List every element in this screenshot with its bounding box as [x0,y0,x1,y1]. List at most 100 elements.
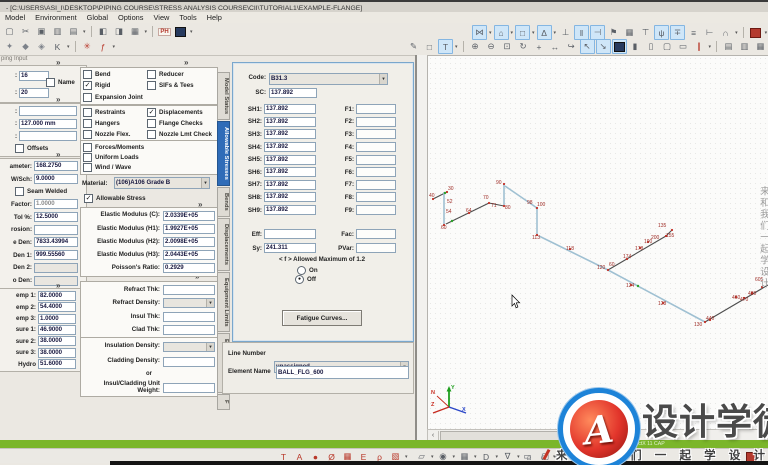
tab-allowable-stresses[interactable]: Allowable Stresses [217,121,230,186]
pipe-node[interactable] [664,234,668,238]
allowable-stress-checkbox[interactable]: ✓ [84,194,93,203]
pipe-segment[interactable] [445,202,490,225]
sh-field[interactable]: 137.892 [264,104,316,115]
pipe-node[interactable] [625,257,629,261]
field-input[interactable] [163,311,215,322]
wind-wave-checkbox[interactable] [83,163,92,173]
tab-bends[interactable]: Bends [217,186,230,217]
pipe-node[interactable] [703,320,707,324]
sh-field[interactable]: 137.892 [264,167,316,178]
volume-view-icon[interactable]: ◈ [34,39,49,54]
expand-chevron[interactable]: » [56,95,61,104]
dropdown-caret[interactable]: ▾ [517,453,520,460]
pipe-node[interactable] [646,240,650,244]
field-input[interactable]: ▾ [163,341,215,352]
field-input[interactable]: 12.5000 [34,212,78,223]
pipe-node[interactable] [734,295,738,299]
pipe-node[interactable] [750,291,754,295]
sy-field[interactable]: 241.311 [264,243,316,254]
field-input[interactable]: 1.0000 [34,199,78,210]
show-elements-icon[interactable]: E [356,449,371,464]
menu-environment[interactable]: Environment [35,13,77,22]
restraint-icon[interactable]: ∓ [670,25,686,40]
sh-field[interactable]: 137.892 [264,142,316,153]
pane-splitter[interactable] [415,55,417,440]
stress-plot-icon[interactable]: ✳ [80,39,95,54]
pipe-node[interactable] [742,296,746,300]
list-close-icon[interactable]: ◨ [112,24,127,39]
field-input[interactable]: 46.9000 [38,324,76,335]
pipe-node[interactable] [502,204,506,208]
dropdown-caret[interactable]: ▾ [455,43,458,50]
checkbox-cell[interactable]: Forces/Moments [83,142,147,152]
select-cursor-icon[interactable]: ↖ [579,39,595,54]
field-input[interactable] [163,284,215,295]
uniform-loads-checkbox[interactable] [83,152,92,162]
checkbox-cell[interactable]: Wind / Wave [83,163,147,173]
field-input[interactable]: 38.0000 [38,347,76,358]
dropdown-caret[interactable]: ▾ [112,43,116,50]
chevron-down-icon[interactable]: ▾ [206,342,214,351]
dropdown-caret[interactable]: ▾ [554,453,558,460]
anchor-icon[interactable]: ⊥ [558,25,573,40]
pipe-node[interactable] [535,233,539,237]
pipe-segment[interactable] [607,235,667,271]
checkbox-cell[interactable]: ✓ Displacements [147,108,203,117]
dropdown-caret[interactable]: ▾ [532,29,535,36]
move-icon[interactable]: ↔ [548,39,563,54]
expand-chevron[interactable]: » [184,58,189,67]
pipe-node[interactable] [708,318,712,322]
allowable-stress-checkbox-row[interactable]: ✓ Allowable Stress [84,194,146,203]
film-icon[interactable]: ▦ [457,449,472,464]
field-input[interactable]: 1.9927E+05 [163,223,215,234]
sh-field[interactable]: 137.892 [264,179,316,190]
dropdown-caret[interactable]: ▾ [553,453,556,460]
pipe-node[interactable] [431,197,435,201]
rigid-checkbox[interactable]: ✓ [83,81,92,91]
f-field[interactable] [356,205,396,216]
grid-icon[interactable]: ▦ [622,25,637,40]
field-input[interactable]: 82.0000 [38,290,76,301]
sifs-tees-checkbox[interactable] [147,81,156,91]
show-diameters-icon[interactable]: Ø [324,449,339,464]
checkbox-cell[interactable]: Hangers [83,119,147,128]
pipe-segment[interactable] [704,284,768,323]
chevron-down-icon[interactable]: ▾ [201,178,209,188]
text-label-icon[interactable]: T [438,39,453,54]
pipe-node[interactable] [638,246,642,250]
image-tool-icon[interactable] [173,24,188,39]
off-radio[interactable]: ● [295,275,304,284]
pipe-node[interactable] [760,285,764,289]
pipe-segment[interactable] [607,269,706,323]
field-input[interactable]: 1.0000 [38,313,76,324]
name-checkbox[interactable] [46,78,55,87]
frame-icon[interactable]: ▭ [520,449,535,464]
render-solid-icon[interactable] [611,39,627,54]
checkbox-cell[interactable]: Expansion Joint [83,92,147,102]
axes-lines-icon[interactable]: ∥ [692,39,707,54]
paste-icon[interactable]: ▥ [50,24,65,39]
dropdown-caret[interactable]: ▾ [67,43,70,50]
f-field[interactable] [356,104,396,115]
stress-run-icon[interactable]: ƒ [96,39,111,54]
reducer-checkbox[interactable] [147,70,156,80]
render-shaded-icon[interactable]: ▮ [628,39,643,54]
f-field[interactable] [356,129,396,140]
hangers-checkbox[interactable] [83,119,92,128]
dropdown-caret[interactable]: ▾ [405,453,408,460]
field-input[interactable]: 54.4000 [38,302,76,313]
field-input[interactable]: 20 [19,87,49,98]
show-points-icon[interactable]: ● [308,449,323,464]
f-field[interactable] [356,154,396,165]
funnel-icon[interactable]: ∇ [500,449,515,464]
delta-dimension-icon[interactable]: Δ [536,25,552,40]
expansion-joint-checkbox[interactable] [83,92,92,102]
field-input[interactable] [163,325,215,336]
code-dropdown[interactable]: B31.3 ▾ [269,73,388,85]
dropdown-caret[interactable]: ▾ [431,453,434,460]
field-input[interactable] [163,356,215,367]
sh-field[interactable]: 137.892 [264,192,316,203]
copy-icon[interactable]: ▣ [34,24,49,39]
checkbox-cell[interactable]: Restraints [83,108,147,117]
